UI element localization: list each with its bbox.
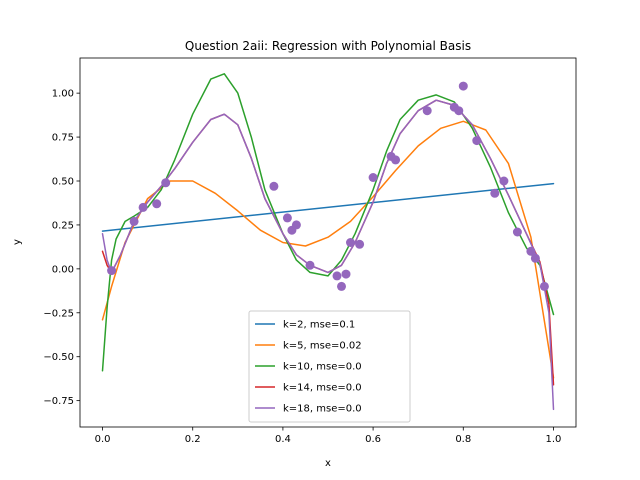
x-tick-label: 0.4: [275, 434, 291, 445]
data-point: [332, 271, 342, 281]
x-tick-label: 0.8: [455, 434, 471, 445]
data-point: [422, 106, 432, 116]
series-line-3: [101, 73, 555, 372]
data-point: [355, 239, 365, 249]
y-tick-label: 0.50: [52, 177, 74, 188]
x-tick-label: 0.2: [185, 434, 201, 445]
legend-box: [248, 310, 411, 423]
data-point: [499, 176, 509, 186]
x-tick-label: 0.0: [95, 434, 111, 445]
legend-label: k=2, mse=0.1: [283, 320, 355, 331]
data-point: [305, 260, 315, 270]
data-point: [391, 155, 401, 165]
legend: k=2, mse=0.1 k=5, mse=0.02 k=10, mse=0.0 k=…: [248, 310, 411, 423]
legend-label: k=18, mse=0.0: [283, 404, 362, 415]
data-point: [454, 106, 464, 116]
data-point: [337, 281, 346, 291]
data-point: [368, 173, 378, 182]
x-axis-label: x: [325, 458, 331, 469]
data-point: [490, 188, 500, 198]
y-tick-label: −0.25: [43, 308, 74, 319]
y-tick-label: 0.25: [52, 220, 74, 231]
x-axis: 0.0 0.2 0.4 0.6 0.8 1.0: [95, 427, 562, 445]
data-point: [291, 220, 301, 230]
y-tick-label: 0.75: [52, 133, 74, 144]
y-tick-label: 0.00: [52, 264, 74, 275]
legend-label: k=5, mse=0.02: [283, 341, 362, 352]
y-axis-label: y: [12, 239, 23, 245]
data-point: [341, 269, 351, 279]
data-points: [107, 81, 549, 291]
data-point: [282, 213, 292, 223]
x-tick-label: 1.0: [546, 434, 562, 445]
legend-label: k=10, mse=0.0: [283, 362, 362, 373]
data-point: [129, 216, 139, 226]
series-line-1: [101, 182, 555, 232]
data-point: [530, 253, 540, 263]
data-point: [107, 266, 117, 276]
data-point: [526, 246, 536, 256]
data-point: [458, 81, 468, 91]
plot-frame: [79, 57, 577, 428]
y-axis: −0.75 −0.50 −0.25 0.00 0.25 0.50 0.75 1.00: [43, 89, 80, 407]
data-point: [138, 202, 148, 212]
data-point: [472, 136, 482, 146]
data-point: [539, 281, 549, 291]
legend-label: k=14, mse=0.0: [283, 383, 362, 394]
x-tick-label: 0.6: [365, 434, 381, 445]
y-tick-label: −0.75: [43, 396, 74, 407]
y-tick-label: 1.00: [52, 89, 74, 100]
data-point: [152, 199, 162, 209]
chart-title: Question 2aii: Regression with Polynomia…: [185, 39, 471, 53]
plot-area: [79, 57, 577, 428]
data-point: [512, 227, 522, 237]
data-point: [346, 238, 355, 247]
data-point: [269, 181, 279, 191]
y-tick-label: −0.50: [43, 352, 74, 363]
data-point: [161, 178, 171, 188]
